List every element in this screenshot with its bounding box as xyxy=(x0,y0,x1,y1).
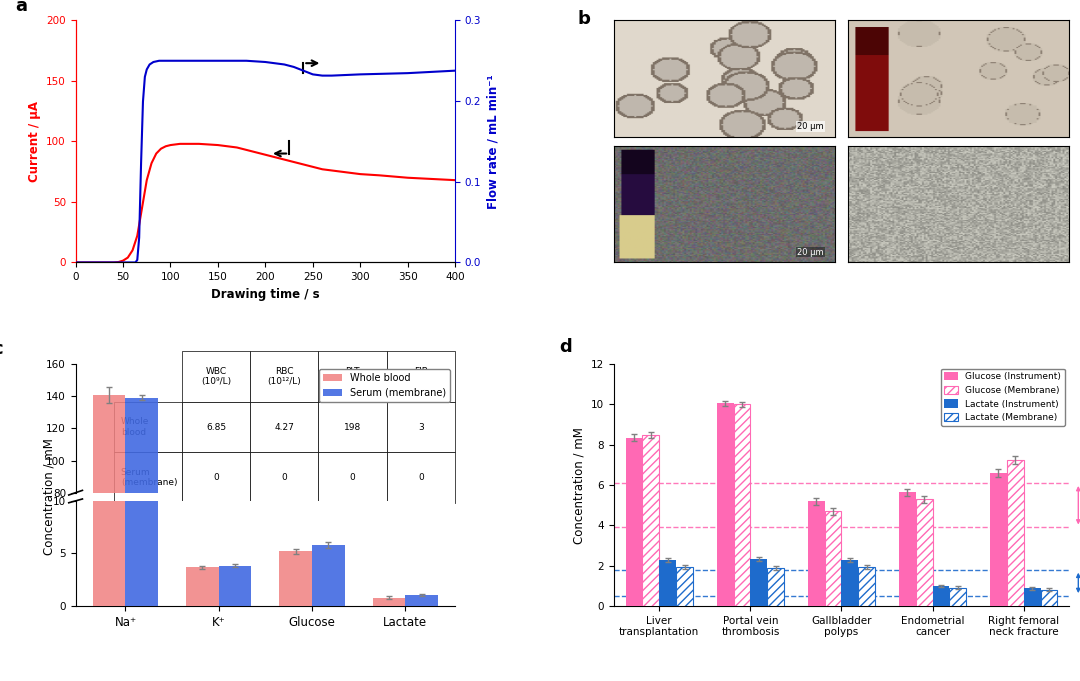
Bar xyxy=(1024,588,1040,606)
Bar xyxy=(280,552,312,606)
Bar xyxy=(280,613,312,621)
Bar xyxy=(1040,590,1057,606)
Bar xyxy=(186,616,219,621)
Bar xyxy=(990,473,1007,606)
X-axis label: Drawing time / s: Drawing time / s xyxy=(211,287,320,301)
Bar xyxy=(125,398,158,621)
Text: 20 μm: 20 μm xyxy=(797,248,824,257)
Text: d: d xyxy=(559,338,572,356)
Bar xyxy=(93,394,125,621)
Bar xyxy=(405,595,437,606)
Bar xyxy=(808,501,825,606)
Bar xyxy=(93,0,125,606)
Text: b: b xyxy=(578,10,591,28)
Bar xyxy=(186,567,219,606)
Bar xyxy=(1007,460,1024,606)
Text: a: a xyxy=(15,0,27,15)
Bar xyxy=(625,438,643,606)
Bar xyxy=(405,620,437,621)
Bar xyxy=(841,560,859,606)
Text: Concentration / mM: Concentration / mM xyxy=(42,439,55,555)
Y-axis label: Concentration / mM: Concentration / mM xyxy=(572,427,585,543)
Bar xyxy=(932,586,949,606)
Bar xyxy=(767,568,784,606)
Legend: Whole blood, Serum (membrane): Whole blood, Serum (membrane) xyxy=(320,369,450,402)
Bar xyxy=(899,492,916,606)
Bar xyxy=(717,403,733,606)
Legend: Glucose (Instrument), Glucose (Membrane), Lactate (Instrument), Lactate (Membran: Glucose (Instrument), Glucose (Membrane)… xyxy=(941,368,1065,426)
Bar xyxy=(825,511,841,606)
Bar xyxy=(219,615,252,621)
Bar xyxy=(659,560,676,606)
Bar xyxy=(312,612,345,621)
Bar xyxy=(643,434,659,606)
Bar xyxy=(916,499,932,606)
Bar xyxy=(219,566,252,606)
Bar xyxy=(949,588,967,606)
Bar xyxy=(312,545,345,606)
Bar xyxy=(125,0,158,606)
Bar xyxy=(733,405,751,606)
Bar xyxy=(676,567,693,606)
Bar xyxy=(373,620,405,621)
Bar xyxy=(751,558,767,606)
Text: c: c xyxy=(0,340,3,358)
Bar xyxy=(859,567,875,606)
Text: 20 μm: 20 μm xyxy=(797,122,824,131)
Y-axis label: Current / μA: Current / μA xyxy=(28,101,41,182)
Bar xyxy=(373,598,405,606)
Y-axis label: Flow rate / mL min⁻¹: Flow rate / mL min⁻¹ xyxy=(487,74,500,209)
